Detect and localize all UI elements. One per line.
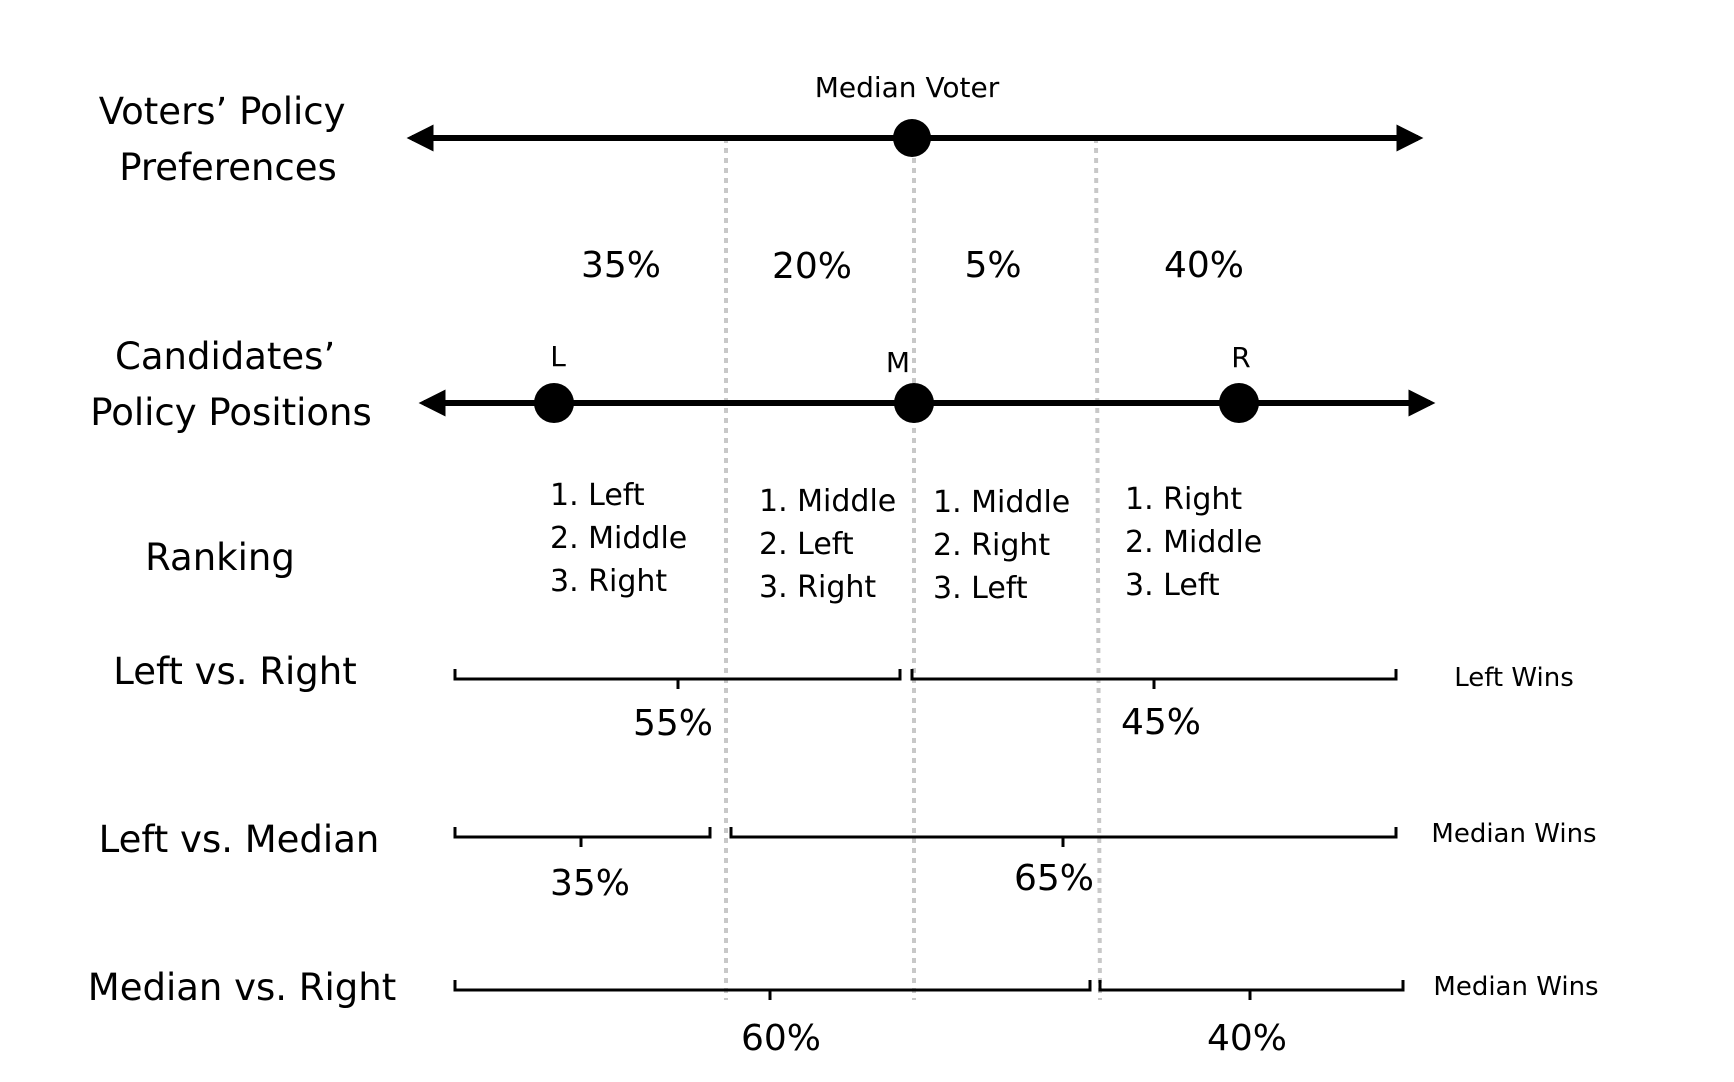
voters-row-label: Voters’ Policy Preferences: [99, 90, 358, 189]
median-vs-right-row-label: Median vs. Right: [88, 966, 396, 1009]
ranking-segment-1-first: 1. Left: [550, 478, 645, 513]
ranking-segment-1: 1. Left 2. Middle 3. Right: [550, 478, 697, 599]
segment-share-3: 5%: [964, 245, 1021, 286]
ranking-segment-2-first: 1. Middle: [759, 484, 896, 519]
candidates-row-label-line-2: Policy Positions: [90, 391, 372, 434]
ranking-segment-4: 1. Right 2. Middle 3. Left: [1125, 482, 1272, 603]
segment-share-4: 40%: [1164, 245, 1244, 286]
ranking-segment-2-second: 2. Left: [759, 527, 854, 562]
segment-share-2: 20%: [772, 246, 852, 287]
left-vs-median-right-share: 65%: [1014, 858, 1094, 899]
ranking-row-label: Ranking: [145, 536, 295, 579]
segment-share-1: 35%: [581, 245, 661, 286]
voters-row-label-line-1: Voters’ Policy: [99, 90, 346, 133]
candidates-row-label-line-1: Candidates’: [115, 335, 335, 378]
median-voter-dot: [893, 119, 931, 157]
median-voter-label: Median Voter: [815, 71, 1000, 104]
left-vs-median-left-brace: [453, 827, 712, 847]
candidate-right-dot: [1219, 383, 1259, 423]
left-vs-right-right-brace: [910, 669, 1398, 689]
median-vs-right-right-brace: [1098, 980, 1405, 1000]
candidates-row-label: Candidates’ Policy Positions: [90, 335, 372, 434]
left-vs-right-left-share: 55%: [633, 703, 713, 744]
left-vs-right-row-label: Left vs. Right: [113, 650, 357, 693]
voters-row-label-line-2: Preferences: [119, 146, 337, 189]
ranking-segment-4-first: 1. Right: [1125, 482, 1242, 517]
candidate-right-label: R: [1231, 341, 1250, 374]
candidate-left-label: L: [550, 340, 566, 373]
ranking-segment-3-third: 3. Left: [933, 571, 1028, 606]
left-vs-right-left-brace: [453, 669, 902, 689]
ranking-segment-3: 1. Middle 2. Right 3. Left: [933, 485, 1080, 606]
left-vs-right-result: Left Wins: [1454, 663, 1574, 693]
median-vs-right-right-share: 40%: [1207, 1018, 1287, 1059]
candidate-median-label: M: [886, 346, 910, 379]
left-vs-median-right-brace: [729, 827, 1398, 847]
left-vs-median-row-label: Left vs. Median: [99, 818, 380, 861]
candidate-left-dot: [534, 383, 574, 423]
ranking-segment-1-third: 3. Right: [550, 564, 667, 599]
median-vs-right-left-share: 60%: [741, 1018, 821, 1059]
ranking-segment-3-second: 2. Right: [933, 528, 1050, 563]
median-vs-right-left-brace: [453, 980, 1092, 1000]
ranking-segment-2-third: 3. Right: [759, 570, 876, 605]
left-vs-median-result: Median Wins: [1431, 819, 1596, 849]
ranking-segment-2: 1. Middle 2. Left 3. Right: [759, 484, 906, 605]
ranking-segment-4-third: 3. Left: [1125, 568, 1220, 603]
divider-line-2: [1094, 137, 1102, 1001]
left-vs-right-right-share: 45%: [1121, 702, 1201, 743]
ranking-segment-3-first: 1. Middle: [933, 485, 1070, 520]
ranking-segment-1-second: 2. Middle: [550, 521, 687, 556]
median-vs-right-result: Median Wins: [1433, 972, 1598, 1002]
candidate-median-dot: [894, 383, 934, 423]
ranking-segment-4-second: 2. Middle: [1125, 525, 1262, 560]
left-vs-median-left-share: 35%: [550, 863, 630, 904]
